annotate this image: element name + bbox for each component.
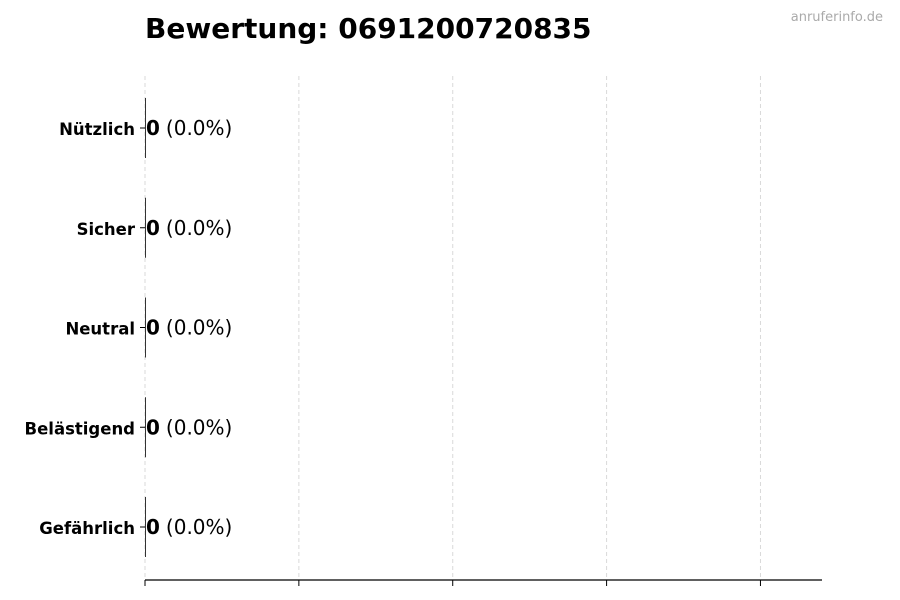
chart-title: Bewertung: 0691200720835: [145, 12, 592, 45]
value-percent: (0.0%): [166, 216, 232, 240]
value-percent: (0.0%): [166, 316, 232, 340]
bar: [145, 297, 146, 358]
watermark: anruferinfo.de: [790, 10, 883, 25]
bar: [145, 497, 146, 557]
bar: [145, 98, 146, 158]
category-label: Neutral: [65, 320, 135, 339]
category-label: Gefährlich: [39, 519, 135, 538]
value-count: 0: [146, 515, 160, 539]
category-label: Nützlich: [59, 120, 135, 139]
value-count: 0: [146, 116, 160, 140]
value-percent: (0.0%): [166, 515, 232, 539]
value-count: 0: [146, 216, 160, 240]
bar: [145, 197, 146, 258]
value-label: 0 (0.0%): [146, 515, 232, 539]
value-label: 0 (0.0%): [146, 116, 232, 140]
bar: [145, 397, 146, 458]
value-count: 0: [146, 415, 160, 439]
value-percent: (0.0%): [166, 415, 232, 439]
category-label: Belästigend: [25, 419, 135, 438]
value-percent: (0.0%): [166, 116, 232, 140]
value-label: 0 (0.0%): [146, 316, 232, 340]
value-label: 0 (0.0%): [146, 216, 232, 240]
value-label: 0 (0.0%): [146, 415, 232, 439]
category-label: Sicher: [77, 220, 136, 239]
value-count: 0: [146, 316, 160, 340]
